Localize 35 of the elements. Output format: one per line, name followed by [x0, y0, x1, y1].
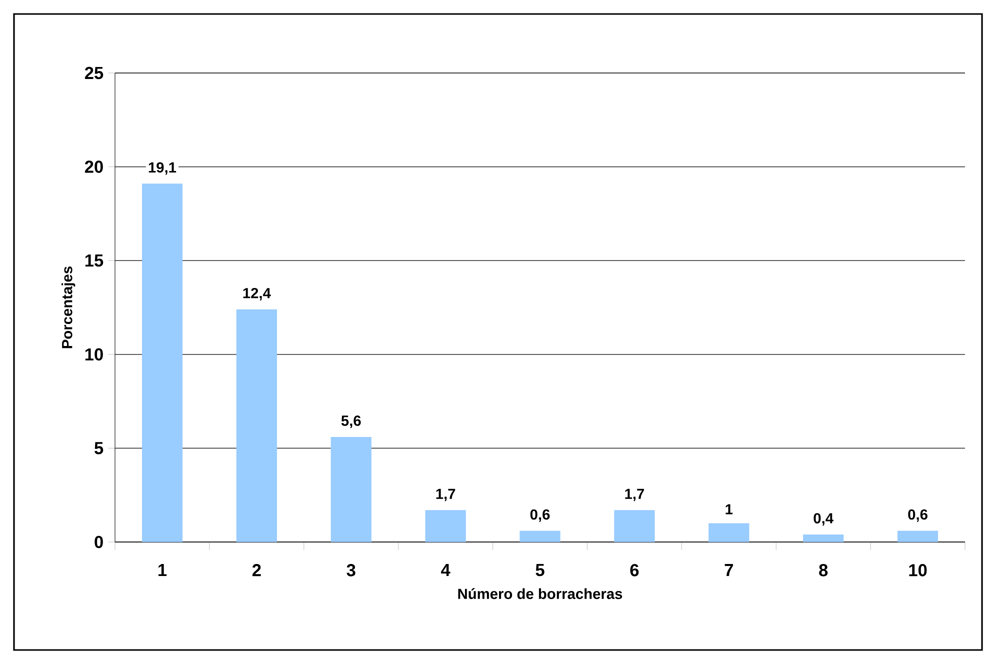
data-label: 0,6 — [530, 509, 550, 522]
data-label: 0,4 — [814, 513, 834, 526]
data-label: 5,6 — [341, 416, 361, 428]
y-tick-label: 20 — [84, 160, 103, 173]
x-tick-label: 7 — [724, 564, 733, 576]
data-label: 1 — [726, 504, 733, 514]
bar — [708, 523, 750, 542]
data-label: 1,7 — [625, 488, 644, 502]
x-tick-label: 5 — [536, 564, 544, 576]
bar — [614, 510, 655, 542]
bar — [897, 530, 938, 542]
y-axis-title: Porcentajes — [62, 266, 76, 348]
x-tick-label: 2 — [252, 564, 261, 576]
y-tick-label: 10 — [85, 348, 103, 361]
data-label: 1,7 — [436, 488, 456, 502]
data-label: 0,6 — [908, 509, 928, 522]
x-tick-label: 6 — [630, 564, 639, 576]
data-label: 12,4 — [243, 288, 271, 300]
bar — [803, 534, 844, 542]
x-tick-label: 4 — [441, 564, 450, 576]
x-tick-label: 1 — [158, 564, 167, 576]
x-tick-label: 8 — [819, 564, 828, 576]
x-tick-label: 10 — [909, 564, 927, 576]
x-axis-title: Número de borracheras — [458, 588, 622, 600]
y-tick-label: 0 — [94, 536, 103, 548]
x-tick-label: 3 — [346, 564, 356, 576]
bar — [425, 510, 466, 542]
bar — [330, 436, 372, 542]
y-tick-label: 15 — [85, 254, 104, 267]
bar — [236, 309, 277, 542]
y-tick-label: 25 — [84, 66, 104, 80]
data-label: 19,1 — [148, 162, 176, 175]
y-tick-label: 5 — [94, 442, 104, 454]
bar — [520, 530, 560, 542]
bar — [142, 184, 183, 542]
